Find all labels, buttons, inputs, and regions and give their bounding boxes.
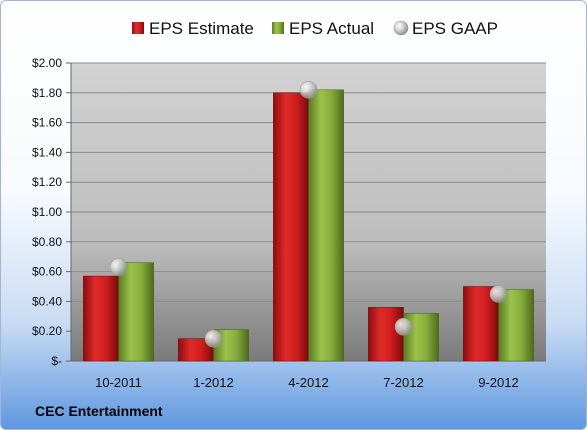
y-tick-label: $0.20 <box>32 324 62 338</box>
bar-eps-actual <box>308 89 344 362</box>
x-axis-ticks: 10-2011 1-2012 4-2012 7-2012 9-2012 <box>95 375 519 390</box>
bar-eps-actual <box>118 262 154 362</box>
company-name: CEC Entertainment <box>35 403 163 419</box>
x-tick-label: 9-2012 <box>478 375 518 390</box>
y-tick-label: $- <box>51 354 62 368</box>
bars <box>83 81 534 362</box>
bar-eps-estimate <box>83 275 119 362</box>
y-tick-label: $1.60 <box>32 116 62 130</box>
y-tick-label: $1.40 <box>32 145 62 159</box>
y-tick-label: $0.80 <box>32 235 62 249</box>
legend-swatch <box>393 20 409 36</box>
bar-eps-estimate <box>368 307 404 362</box>
y-tick-label: $1.00 <box>32 205 62 219</box>
marker-eps-gaap <box>299 81 318 99</box>
legend-swatch <box>132 22 144 34</box>
bar-eps-estimate <box>273 92 309 362</box>
legend: EPS Estimate EPS Actual EPS GAAP <box>132 19 498 38</box>
y-tick-label: $1.20 <box>32 175 62 189</box>
y-tick-label: $2.00 <box>32 56 62 70</box>
marker-eps-gaap <box>394 317 413 336</box>
legend-label: EPS Actual <box>289 19 374 38</box>
x-tick-label: 10-2011 <box>95 375 142 390</box>
legend-label: EPS Estimate <box>149 19 254 38</box>
marker-eps-gaap <box>489 285 508 303</box>
x-tick-label: 4-2012 <box>288 375 328 390</box>
x-tick-label: 7-2012 <box>383 375 423 390</box>
y-tick-label: $1.80 <box>32 86 62 100</box>
y-tick-label: $0.60 <box>32 265 62 279</box>
marker-eps-gaap <box>204 329 223 348</box>
legend-label: EPS GAAP <box>412 19 498 38</box>
legend-swatch <box>272 22 284 34</box>
marker-eps-gaap <box>109 258 128 276</box>
x-tick-label: 1-2012 <box>193 375 233 390</box>
y-tick-label: $0.40 <box>32 294 62 308</box>
bar-eps-actual <box>498 289 534 362</box>
y-axis-ticks: $- $0.20 $0.40 $0.60 $0.80 $1.00 $1.20 $1.40 $1.… <box>32 56 62 368</box>
